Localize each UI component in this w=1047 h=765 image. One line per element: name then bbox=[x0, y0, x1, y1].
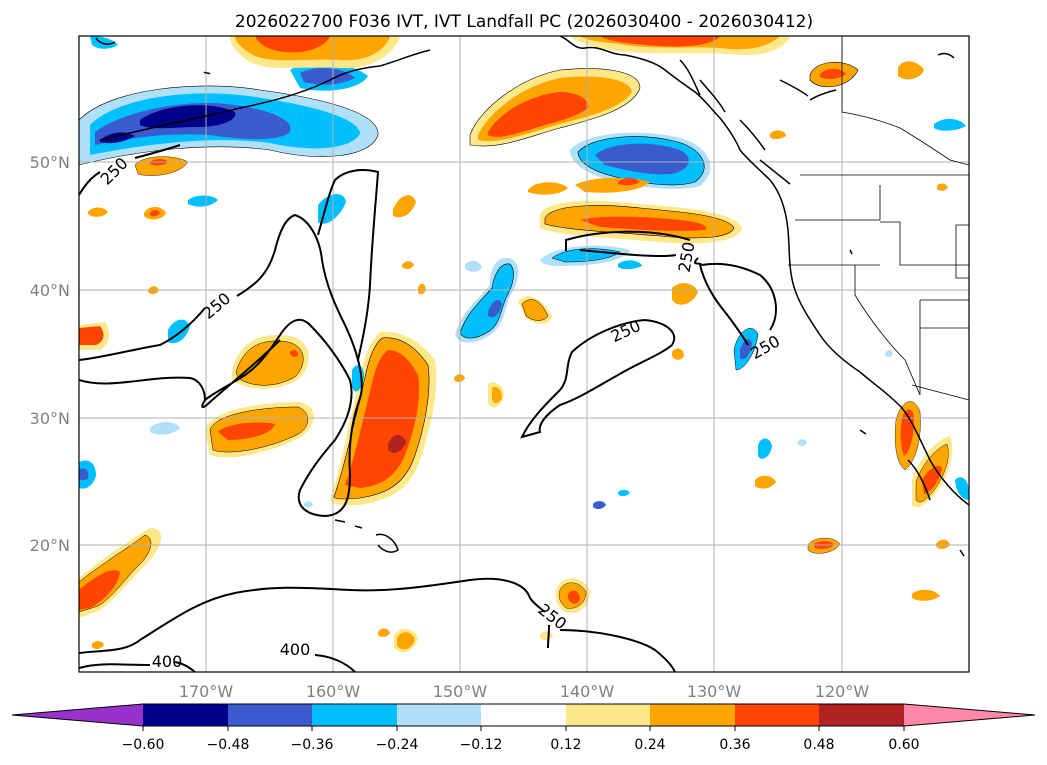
colorbar-extend-left bbox=[12, 704, 143, 726]
shaded-anomalies bbox=[79, 36, 969, 653]
lon-label: 140°W bbox=[560, 682, 615, 701]
lat-label: 30°N bbox=[30, 409, 70, 428]
lon-label: 120°W bbox=[815, 682, 870, 701]
lat-label: 40°N bbox=[30, 281, 70, 300]
longitude-labels: 170°W 160°W 150°W 140°W 130°W 120°W bbox=[179, 682, 870, 701]
contour-label: 400 bbox=[280, 640, 311, 659]
positive-anomaly-45n bbox=[528, 177, 742, 244]
colorbar: −0.60 −0.48 −0.36 −0.24 −0.12 0.12 0.24 … bbox=[11, 703, 1036, 753]
borders bbox=[788, 36, 969, 401]
colorbar-tick-label: −0.60 bbox=[122, 737, 165, 753]
lon-label: 160°W bbox=[306, 682, 361, 701]
colorbar-segment bbox=[481, 704, 566, 726]
negative-anomaly-gulf-north bbox=[290, 62, 368, 91]
colorbar-segment bbox=[312, 704, 397, 726]
negative-anomaly-147w bbox=[455, 257, 519, 343]
coastlines bbox=[95, 36, 969, 557]
lat-label: 20°N bbox=[30, 536, 70, 555]
colorbar-tick-label: −0.48 bbox=[207, 737, 250, 753]
figure-title: 2026022700 F036 IVT, IVT Landfall PC (20… bbox=[235, 12, 813, 32]
lon-label: 130°W bbox=[687, 682, 742, 701]
positive-anomaly-sw bbox=[79, 528, 162, 618]
colorbar-tick-label: −0.36 bbox=[291, 737, 334, 753]
negative-anomaly-central bbox=[570, 132, 711, 189]
gridlines bbox=[79, 36, 969, 672]
colorbar-tick-label: 0.36 bbox=[719, 737, 750, 753]
colorbar-extend-right bbox=[904, 704, 1035, 726]
colorbar-segment bbox=[650, 704, 735, 726]
colorbar-segment bbox=[735, 704, 819, 726]
colorbar-tick-label: 0.12 bbox=[550, 737, 581, 753]
colorbar-tick-label: −0.12 bbox=[460, 737, 503, 753]
map-content: 250 250 250 250 250 250 400 400 bbox=[79, 36, 969, 672]
colorbar-tick-label: 0.24 bbox=[634, 737, 665, 753]
colorbar-segment bbox=[566, 704, 650, 726]
lon-label: 150°W bbox=[433, 682, 488, 701]
colorbar-segment bbox=[143, 704, 228, 726]
colorbar-tick-label: 0.60 bbox=[888, 737, 919, 753]
colorbar-tick-label: 0.48 bbox=[803, 737, 834, 753]
map-frame bbox=[78, 35, 970, 673]
positive-anomaly-north bbox=[90, 36, 790, 69]
colorbar-segment bbox=[228, 704, 312, 726]
colorbar-segment bbox=[819, 704, 904, 726]
ivt-contours bbox=[79, 144, 777, 672]
lon-label: 170°W bbox=[179, 682, 234, 701]
contour-label: 400 bbox=[152, 652, 183, 671]
negative-anomaly-gulf-west bbox=[79, 85, 379, 166]
colorbar-segment bbox=[397, 704, 481, 726]
positive-anomaly-ne-pacific bbox=[469, 68, 641, 147]
latitude-labels: 50°N 40°N 30°N 20°N bbox=[30, 153, 70, 555]
colorbar-tick-label: −0.24 bbox=[376, 737, 419, 753]
lat-label: 50°N bbox=[30, 153, 70, 172]
